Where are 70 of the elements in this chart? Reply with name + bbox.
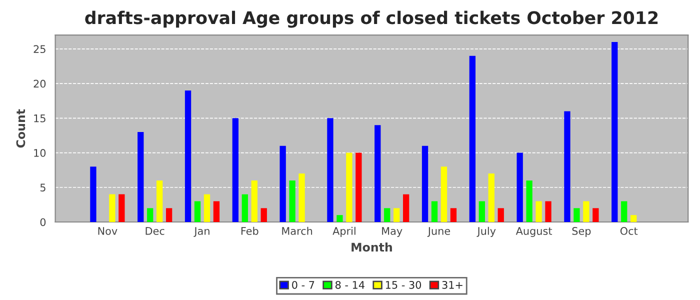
- bar: [194, 201, 201, 222]
- bar: [356, 152, 362, 222]
- bar: [251, 180, 258, 222]
- bar: [298, 174, 305, 222]
- bar: [213, 201, 220, 222]
- bar: [612, 42, 618, 222]
- bar: [478, 201, 485, 222]
- bar: [156, 180, 163, 222]
- bar: [516, 152, 523, 222]
- y-tick-label: 0: [40, 218, 46, 226]
- y-tick-label: 15: [34, 114, 46, 122]
- bar: [545, 201, 552, 222]
- bar: [147, 208, 154, 222]
- bar: [422, 146, 428, 222]
- bar: [621, 201, 628, 222]
- bar: [346, 152, 352, 222]
- x-tick-label: March: [282, 226, 312, 235]
- bar: [336, 215, 343, 222]
- x-tick-label: Oct: [620, 227, 638, 235]
- bar: [440, 166, 448, 222]
- bar: [184, 90, 192, 222]
- bar: [630, 215, 637, 222]
- bar: [384, 208, 390, 222]
- x-tick-label: Feb: [241, 226, 258, 235]
- bar: [592, 208, 599, 222]
- bar: [204, 194, 210, 222]
- bar: [242, 194, 248, 222]
- bar: [232, 118, 239, 222]
- y-tick-label: 10: [34, 149, 46, 157]
- bar: [90, 166, 96, 222]
- x-tick-label: Jan: [194, 227, 210, 237]
- bar: [374, 125, 381, 222]
- x-tick-label: August: [516, 227, 552, 237]
- bar: [118, 194, 125, 222]
- bar: [109, 194, 116, 222]
- bar: [260, 208, 267, 222]
- y-tick-label: 20: [34, 80, 46, 88]
- x-tick-label: Sep: [572, 227, 591, 237]
- bar: [498, 208, 504, 222]
- bar: [280, 146, 286, 222]
- bar: [138, 132, 144, 222]
- bar: [402, 194, 410, 222]
- legend-label: 8 - 14: [335, 280, 364, 289]
- x-tick-label: July: [476, 226, 496, 237]
- bar: [327, 118, 334, 222]
- legend-label: 0 - 7: [292, 280, 314, 289]
- x-tick-label: June: [427, 227, 450, 237]
- bar: [431, 201, 438, 222]
- bar: [469, 56, 476, 222]
- x-axis-title: Month: [352, 242, 392, 252]
- bar: [450, 208, 457, 222]
- x-tick-label: Nov: [98, 227, 118, 235]
- y-tick-label: 5: [40, 184, 46, 192]
- x-tick-label: Dec: [146, 227, 164, 235]
- bar: [488, 174, 494, 222]
- y-tick-label: 25: [34, 45, 46, 54]
- chart-title: drafts-approval Age groups of closed tickets October 2012: [85, 10, 658, 28]
- y-axis-title: Count: [16, 109, 26, 148]
- bar: [394, 208, 400, 222]
- bar: [574, 208, 580, 222]
- bar: [526, 180, 532, 222]
- bar: [564, 111, 570, 222]
- legend-label: 31+: [442, 280, 462, 289]
- x-tick-label: May: [382, 227, 402, 237]
- bar: [583, 201, 590, 222]
- bar: [166, 208, 172, 222]
- x-tick-label: April: [332, 226, 356, 237]
- bar: [536, 201, 542, 222]
- legend-label: 15 - 30: [386, 280, 422, 289]
- bar: [289, 180, 296, 222]
